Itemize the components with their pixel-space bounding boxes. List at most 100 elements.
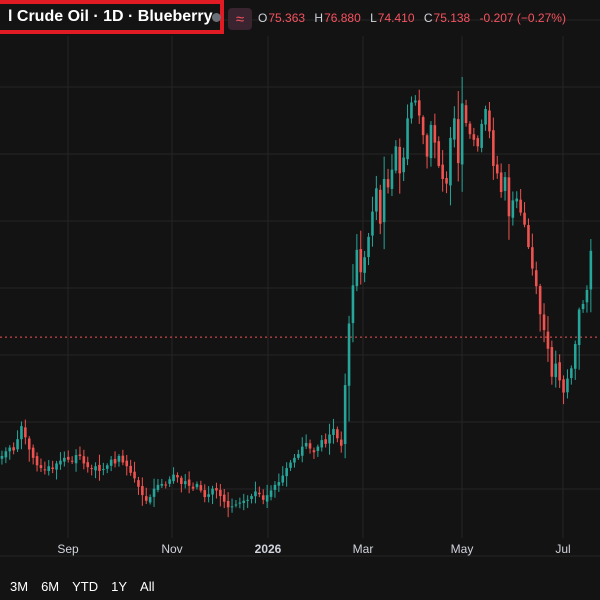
candle-body — [105, 465, 109, 469]
candle-body — [195, 483, 199, 488]
candle-body — [35, 456, 39, 466]
candle-body — [226, 500, 230, 508]
candle-body — [125, 460, 129, 467]
candle-body — [453, 118, 456, 140]
candle-body — [332, 428, 335, 435]
candle-body — [531, 247, 534, 269]
candle-body — [515, 198, 519, 202]
candle-body — [219, 489, 222, 497]
candle-body — [24, 427, 27, 438]
candle-body — [176, 474, 179, 478]
candle-body — [386, 179, 390, 188]
candle-body — [554, 363, 558, 378]
candle-body — [546, 331, 550, 349]
candle-body — [137, 480, 140, 487]
candle-body — [363, 257, 366, 273]
candle-body — [47, 466, 51, 471]
candle-body — [20, 426, 23, 440]
candle-body — [456, 119, 460, 164]
chart-header: l Crude Oil · 1D · Blueberry ≈ O75.363 H… — [0, 0, 600, 36]
candle-body — [382, 178, 386, 223]
range-ytd-button[interactable]: YTD — [72, 578, 99, 594]
candle-body — [480, 123, 483, 148]
symbol-title[interactable]: l Crude Oil · 1D · Blueberry — [8, 8, 213, 25]
candle-body — [339, 439, 343, 446]
candle-body — [12, 447, 15, 451]
candle-body — [164, 484, 168, 486]
candle-body — [336, 429, 339, 439]
candle-body — [70, 460, 74, 462]
candle-body — [410, 102, 413, 119]
candle-body — [94, 466, 97, 471]
candle-body — [222, 494, 226, 502]
candle-body — [425, 135, 429, 157]
candle-body — [472, 134, 476, 140]
candle-body — [152, 488, 156, 497]
candle-body — [343, 385, 347, 444]
candle-body — [464, 105, 468, 124]
candle-body — [297, 454, 300, 458]
candle-body — [441, 164, 444, 179]
change-value: -0.207 (−0.27%) — [479, 11, 566, 25]
candle-body — [527, 225, 530, 248]
candle-body — [199, 485, 203, 491]
candle-body — [577, 309, 581, 346]
candle-body — [371, 211, 374, 236]
symbol-title-box[interactable]: l Crude Oil · 1D · Blueberry — [0, 0, 224, 34]
high-value: 76.880 — [324, 11, 361, 25]
candle-body — [78, 454, 82, 456]
range-6m-button[interactable]: 6M — [41, 578, 60, 594]
candle-body — [250, 496, 253, 499]
candle-body — [511, 200, 515, 218]
x-tick-label: May — [451, 542, 474, 556]
candle-body — [160, 483, 164, 486]
candle-body — [562, 379, 565, 393]
candle-body — [4, 451, 8, 458]
candle-body — [351, 285, 355, 324]
candle-body — [367, 236, 370, 258]
candle-body — [90, 468, 93, 470]
candle-body — [550, 347, 554, 377]
x-tick-label: 2026 — [255, 542, 282, 556]
candle-body — [300, 446, 304, 456]
candle-body — [43, 469, 47, 471]
candle-body — [558, 362, 561, 381]
candle-body — [183, 481, 187, 485]
low-value: 74.410 — [377, 11, 415, 25]
candle-body — [246, 499, 249, 501]
candle-body — [484, 109, 487, 125]
range-1y-button[interactable]: 1Y — [111, 578, 128, 594]
candle-body — [378, 189, 382, 224]
candle-body — [63, 457, 66, 462]
candle-body — [488, 110, 491, 132]
indicator-icon[interactable]: ≈ — [228, 8, 252, 30]
candle-body — [172, 474, 175, 482]
x-axis: Sep Nov 2026 Mar May Jul — [57, 542, 570, 556]
candle-body — [449, 137, 452, 186]
candle-body — [499, 172, 503, 193]
candle-body — [566, 378, 569, 393]
candle-body — [589, 250, 593, 290]
candle-body — [207, 494, 210, 497]
candle-body — [523, 212, 526, 225]
range-3m-button[interactable]: 3M — [10, 578, 29, 594]
candle-body — [74, 455, 78, 464]
candle-body — [468, 123, 472, 135]
candle-body — [495, 164, 499, 174]
candle-body — [242, 500, 246, 504]
candle-body — [27, 438, 31, 450]
candle-body — [281, 475, 285, 483]
candle-body — [31, 447, 35, 458]
candle-body — [59, 460, 62, 465]
candle-body — [347, 323, 351, 386]
candle-body — [308, 443, 312, 449]
candle-body — [129, 465, 132, 473]
open-value: 75.363 — [268, 11, 306, 25]
candle-body — [234, 504, 238, 506]
candle-body — [460, 103, 464, 165]
candle-body — [254, 491, 257, 497]
range-all-button[interactable]: All — [140, 578, 155, 594]
candle-body — [51, 467, 54, 470]
candle-body — [421, 117, 425, 136]
